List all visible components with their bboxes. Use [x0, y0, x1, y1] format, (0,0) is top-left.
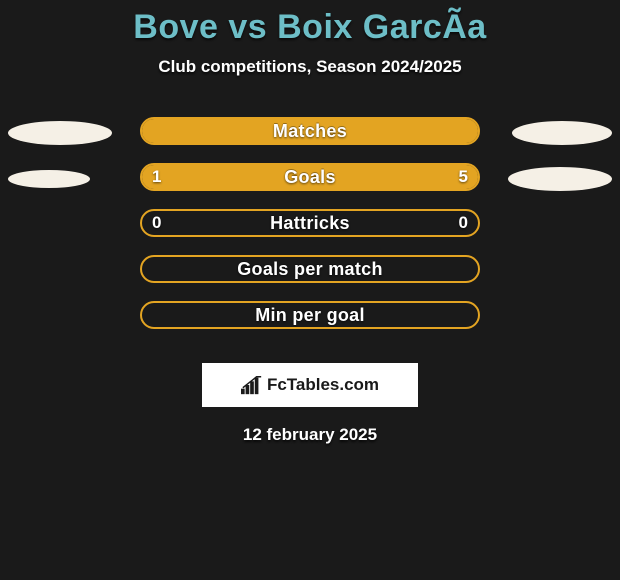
brand-text: FcTables.com [267, 375, 379, 395]
stat-value-right [458, 119, 478, 143]
player1-shape [8, 121, 112, 145]
stat-bar-hattricks: 0 Hattricks 0 [140, 209, 480, 237]
stat-row: 1 Goals 5 [0, 163, 620, 195]
stat-value-right: 0 [449, 211, 478, 235]
stat-label: Min per goal [142, 303, 478, 327]
stat-value-right [458, 303, 478, 327]
stat-bar-min-per-goal: Min per goal [140, 301, 480, 329]
stat-label: Goals per match [142, 257, 478, 281]
comparison-infographic: Bove vs Boix GarcÃ­a Club competitions, … [0, 0, 620, 580]
stat-bar-goals: 1 Goals 5 [140, 163, 480, 191]
player2-shape [508, 167, 612, 191]
page-subtitle: Club competitions, Season 2024/2025 [158, 57, 461, 77]
stat-row: Min per goal [0, 301, 620, 333]
stat-row: Goals per match [0, 255, 620, 287]
stat-value-right [458, 257, 478, 281]
player2-shape [512, 121, 612, 145]
stat-bar-goals-per-match: Goals per match [140, 255, 480, 283]
stat-bar-matches: Matches [140, 117, 480, 145]
stat-row: Matches [0, 117, 620, 149]
brand-chart-icon [241, 375, 263, 395]
stat-row: 0 Hattricks 0 [0, 209, 620, 241]
brand-box: FcTables.com [202, 363, 418, 407]
stats-area: Matches 1 Goals 5 0 Hattricks [0, 117, 620, 347]
page-title: Bove vs Boix GarcÃ­a [133, 8, 486, 47]
stat-label: Matches [142, 119, 478, 143]
stat-value-right: 5 [449, 165, 478, 189]
stat-label: Goals [142, 165, 478, 189]
stat-label: Hattricks [142, 211, 478, 235]
player1-shape [8, 170, 90, 188]
date-text: 12 february 2025 [243, 425, 377, 445]
